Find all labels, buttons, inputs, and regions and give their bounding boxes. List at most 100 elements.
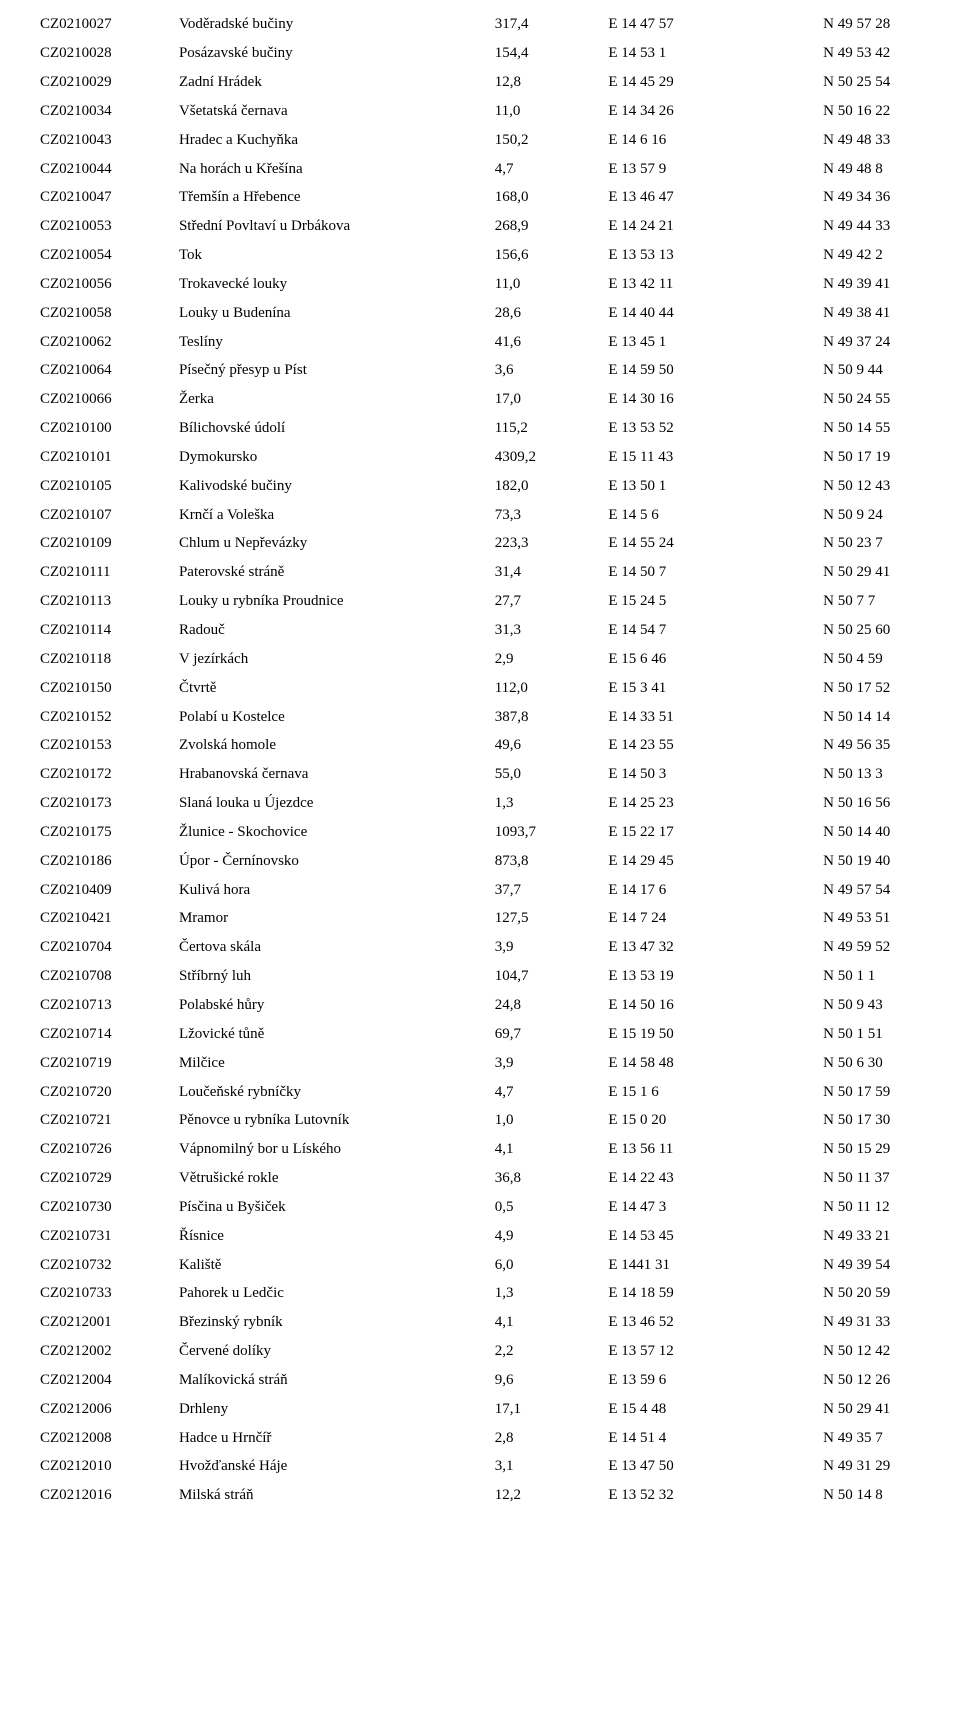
site-lat: N 50 6 30 xyxy=(823,1048,960,1077)
site-lon: E 15 3 41 xyxy=(608,673,823,702)
site-lon: E 14 54 7 xyxy=(608,616,823,645)
site-area: 11,0 xyxy=(495,270,609,299)
site-code: CZ0210704 xyxy=(40,933,179,962)
site-lon: E 1441 31 xyxy=(608,1250,823,1279)
site-area: 17,1 xyxy=(495,1395,609,1424)
site-name: Loučeňské rybníčky xyxy=(179,1077,495,1106)
table-row: CZ0210172Hrabanovská černava55,0E 14 50 … xyxy=(40,760,960,789)
site-area: 2,9 xyxy=(495,645,609,674)
table-row: CZ0210054Tok156,6E 13 53 13N 49 42 2 xyxy=(40,241,960,270)
site-area: 2,2 xyxy=(495,1337,609,1366)
site-area: 317,4 xyxy=(495,10,609,39)
site-lon: E 13 59 6 xyxy=(608,1366,823,1395)
site-lat: N 50 12 42 xyxy=(823,1337,960,1366)
table-row: CZ0210704Čertova skála3,9E 13 47 32N 49 … xyxy=(40,933,960,962)
table-row: CZ0210730Písčina u Byšiček0,5E 14 47 3N … xyxy=(40,1193,960,1222)
site-area: 12,2 xyxy=(495,1481,609,1510)
table-row: CZ0210101Dymokursko4309,2E 15 11 43N 50 … xyxy=(40,443,960,472)
site-code: CZ0212016 xyxy=(40,1481,179,1510)
site-lon: E 13 45 1 xyxy=(608,327,823,356)
site-lat: N 50 14 40 xyxy=(823,818,960,847)
site-lat: N 50 19 40 xyxy=(823,846,960,875)
site-name: Slaná louka u Újezdce xyxy=(179,789,495,818)
site-lon: E 13 46 52 xyxy=(608,1308,823,1337)
site-code: CZ0210713 xyxy=(40,991,179,1020)
site-name: Trokavecké louky xyxy=(179,270,495,299)
site-name: Milská stráň xyxy=(179,1481,495,1510)
site-lon: E 14 23 55 xyxy=(608,731,823,760)
table-row: CZ0212004Malíkovická stráň9,6E 13 59 6N … xyxy=(40,1366,960,1395)
site-lon: E 15 4 48 xyxy=(608,1395,823,1424)
table-row: CZ0210053Střední Povltaví u Drbákova268,… xyxy=(40,212,960,241)
site-name: Úpor - Černínovsko xyxy=(179,846,495,875)
table-row: CZ0210421Mramor127,5E 14 7 24N 49 53 51 xyxy=(40,904,960,933)
site-lon: E 14 24 21 xyxy=(608,212,823,241)
site-lon: E 14 18 59 xyxy=(608,1279,823,1308)
site-code: CZ0210034 xyxy=(40,97,179,126)
site-name: Louky u rybníka Proudnice xyxy=(179,587,495,616)
table-row: CZ0210153Zvolská homole49,6E 14 23 55N 4… xyxy=(40,731,960,760)
site-lat: N 50 14 14 xyxy=(823,702,960,731)
table-row: CZ0210066Žerka17,0E 14 30 16N 50 24 55 xyxy=(40,385,960,414)
table-row: CZ0210721Pěnovce u rybníka Lutovník1,0E … xyxy=(40,1106,960,1135)
site-lon: E 14 17 6 xyxy=(608,875,823,904)
site-name: Hrabanovská černava xyxy=(179,760,495,789)
site-name: Krnčí a Voleška xyxy=(179,500,495,529)
site-name: Čtvrtě xyxy=(179,673,495,702)
site-lat: N 50 12 43 xyxy=(823,472,960,501)
site-code: CZ0210109 xyxy=(40,529,179,558)
site-lat: N 49 33 21 xyxy=(823,1221,960,1250)
site-code: CZ0210714 xyxy=(40,1020,179,1049)
table-row: CZ0210708Stříbrný luh104,7E 13 53 19N 50… xyxy=(40,962,960,991)
site-lat: N 50 15 29 xyxy=(823,1135,960,1164)
table-row: CZ0210062Teslíny41,6E 13 45 1N 49 37 24 xyxy=(40,327,960,356)
site-area: 41,6 xyxy=(495,327,609,356)
site-code: CZ0210173 xyxy=(40,789,179,818)
site-name: Hadce u Hrnčíř xyxy=(179,1423,495,1452)
site-code: CZ0210726 xyxy=(40,1135,179,1164)
table-row: CZ0210714Lžovické tůně69,7E 15 19 50N 50… xyxy=(40,1020,960,1049)
table-row: CZ0210175Žlunice - Skochovice1093,7E 15 … xyxy=(40,818,960,847)
site-lat: N 50 25 60 xyxy=(823,616,960,645)
table-row: CZ0210113Louky u rybníka Proudnice27,7E … xyxy=(40,587,960,616)
site-lon: E 13 50 1 xyxy=(608,472,823,501)
site-code: CZ0212008 xyxy=(40,1423,179,1452)
site-code: CZ0210720 xyxy=(40,1077,179,1106)
site-code: CZ0210409 xyxy=(40,875,179,904)
site-code: CZ0210186 xyxy=(40,846,179,875)
site-lon: E 13 53 19 xyxy=(608,962,823,991)
site-name: Bílichovské údolí xyxy=(179,414,495,443)
site-area: 1,3 xyxy=(495,789,609,818)
site-code: CZ0210043 xyxy=(40,125,179,154)
site-code: CZ0210153 xyxy=(40,731,179,760)
site-name: Hvožďanské Háje xyxy=(179,1452,495,1481)
site-lat: N 49 39 41 xyxy=(823,270,960,299)
site-code: CZ0212006 xyxy=(40,1395,179,1424)
table-row: CZ0210731Řísnice4,9E 14 53 45N 49 33 21 xyxy=(40,1221,960,1250)
table-row: CZ0210409Kulivá hora37,7E 14 17 6N 49 57… xyxy=(40,875,960,904)
site-lon: E 14 22 43 xyxy=(608,1164,823,1193)
site-lat: N 50 20 59 xyxy=(823,1279,960,1308)
site-lon: E 14 5 6 xyxy=(608,500,823,529)
site-name: Řísnice xyxy=(179,1221,495,1250)
site-lon: E 13 56 11 xyxy=(608,1135,823,1164)
site-code: CZ0210729 xyxy=(40,1164,179,1193)
site-name: Dymokursko xyxy=(179,443,495,472)
site-lon: E 14 59 50 xyxy=(608,356,823,385)
site-name: Kaliště xyxy=(179,1250,495,1279)
site-area: 4309,2 xyxy=(495,443,609,472)
site-code: CZ0210105 xyxy=(40,472,179,501)
site-code: CZ0210101 xyxy=(40,443,179,472)
site-name: Žerka xyxy=(179,385,495,414)
table-row: CZ0212001Březinský rybník4,1E 13 46 52N … xyxy=(40,1308,960,1337)
site-lon: E 13 47 32 xyxy=(608,933,823,962)
table-row: CZ0210043Hradec a Kuchyňka150,2E 14 6 16… xyxy=(40,125,960,154)
site-name: Hradec a Kuchyňka xyxy=(179,125,495,154)
site-code: CZ0210066 xyxy=(40,385,179,414)
table-row: CZ0210028Posázavské bučiny154,4E 14 53 1… xyxy=(40,39,960,68)
site-area: 6,0 xyxy=(495,1250,609,1279)
site-area: 387,8 xyxy=(495,702,609,731)
table-row: CZ0210111Paterovské stráně31,4E 14 50 7N… xyxy=(40,558,960,587)
site-area: 104,7 xyxy=(495,962,609,991)
site-lon: E 13 53 52 xyxy=(608,414,823,443)
